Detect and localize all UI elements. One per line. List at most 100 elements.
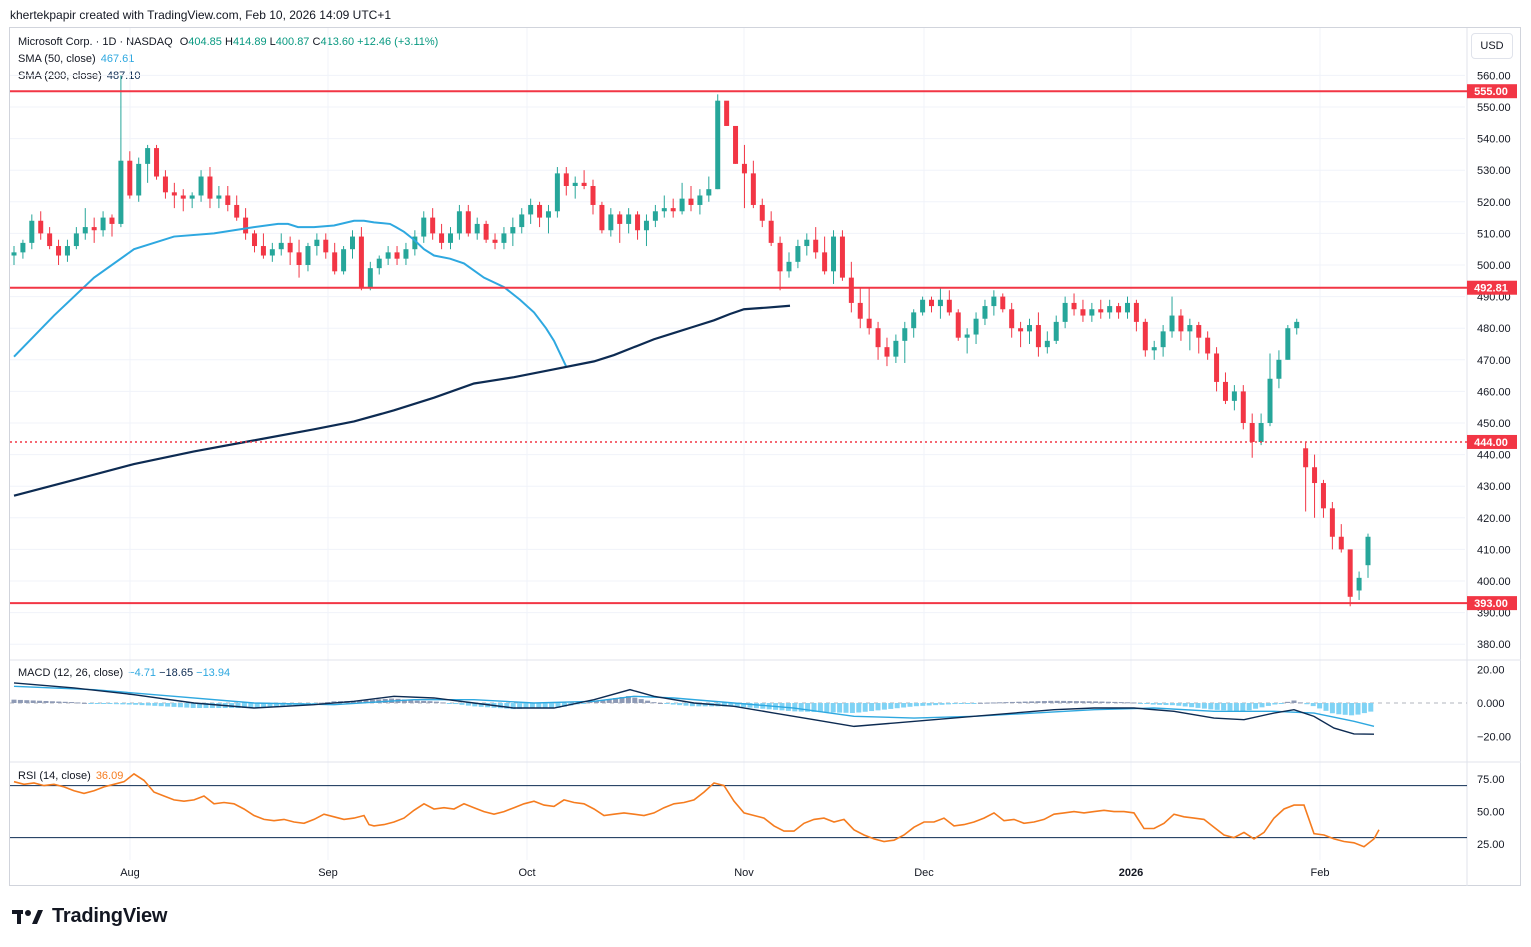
macd-histogram-bar — [165, 703, 171, 707]
candle-body — [47, 233, 53, 247]
sma200-value: 487.10 — [106, 70, 141, 82]
price-tick-label: 530.00 — [1477, 165, 1511, 177]
macd-histogram-bar — [510, 703, 516, 710]
macd-histogram-bar — [1253, 703, 1259, 709]
level-label-bg — [1467, 596, 1517, 611]
macd-histogram-bar — [587, 702, 593, 704]
candle-body — [528, 204, 534, 215]
macd-histogram-bar — [1125, 702, 1131, 704]
candle-body — [875, 328, 881, 348]
sma200-legend: SMA (200, close) 487.10 — [18, 70, 140, 82]
macd-tick-label: 20.00 — [1477, 665, 1505, 677]
macd-label: MACD (12, 26, close) — [18, 667, 124, 679]
candle-body — [920, 299, 926, 313]
macd-histogram-bar — [254, 703, 260, 708]
macd-histogram-bar — [529, 703, 535, 709]
macd-histogram-bar — [536, 703, 542, 709]
candle-body — [1222, 381, 1228, 401]
price-tick-label: 520.00 — [1477, 197, 1511, 209]
macd-histogram-bar — [1329, 703, 1335, 714]
macd-histogram-bar — [1189, 703, 1195, 708]
candle-body — [581, 182, 587, 186]
macd-histogram-bar — [824, 703, 830, 713]
macd-histogram-bar — [267, 703, 273, 707]
candle-body — [1303, 448, 1309, 468]
candle-body — [447, 233, 453, 243]
macd-histogram-bar — [318, 702, 324, 704]
macd-histogram-bar — [1317, 703, 1323, 709]
macd-histogram-bar — [523, 703, 529, 709]
macd-histogram-bar — [1157, 703, 1163, 705]
macd-histogram-bar — [837, 703, 843, 713]
candle-body — [866, 318, 872, 329]
candle-body — [1124, 302, 1130, 313]
macd-histogram-bar — [1035, 701, 1041, 703]
candle-body — [813, 239, 819, 253]
time-tick-label: Feb — [1311, 867, 1330, 879]
candle-body — [1035, 325, 1041, 348]
macd-histogram-bar — [849, 703, 855, 713]
macd-histogram-bar — [561, 703, 567, 707]
candle-body — [180, 195, 186, 199]
candle-body — [20, 242, 26, 253]
level-label: 393.00 — [1474, 598, 1508, 610]
low-label: L — [269, 36, 276, 48]
macd-histogram-bar — [312, 703, 318, 704]
price-tick-label: 560.00 — [1477, 70, 1511, 82]
candle-body — [118, 160, 124, 224]
candle-body — [652, 211, 658, 221]
macd-histogram-bar — [478, 703, 484, 707]
macd-histogram-bar — [741, 703, 747, 708]
tradingview-logo-icon — [12, 909, 43, 924]
macd-histogram-bar — [1016, 701, 1022, 703]
macd-histogram-bar — [1265, 703, 1271, 706]
candle-body — [1347, 549, 1353, 597]
candle-body — [1240, 391, 1246, 423]
macd-value-2: −18.65 — [159, 667, 194, 679]
time-tick-label: Nov — [734, 867, 754, 879]
macd-histogram-bar — [1285, 701, 1291, 703]
candle-body — [510, 227, 516, 234]
macd-histogram-bar — [645, 700, 651, 703]
candle-body — [154, 148, 160, 177]
candle-body — [706, 189, 712, 196]
macd-line — [13, 682, 1375, 735]
macd-histogram-bar — [113, 703, 119, 705]
candle-body — [225, 195, 231, 205]
candle-body — [1276, 359, 1282, 379]
macd-histogram-bar — [408, 700, 414, 703]
candle-body — [64, 246, 70, 256]
macd-histogram-bar — [241, 703, 247, 709]
candle-body — [350, 236, 355, 250]
macd-histogram-bar — [433, 701, 439, 703]
macd-histogram-bar — [1214, 703, 1220, 710]
tradingview-logo: TradingView — [12, 905, 167, 928]
candle-body — [162, 176, 168, 193]
level-label: 492.81 — [1474, 283, 1508, 295]
macd-histogram-bar — [81, 702, 87, 704]
sma50-legend: SMA (50, close) 467.61 — [18, 53, 134, 65]
currency-button[interactable]: USD — [1471, 33, 1513, 59]
candle-body — [902, 328, 908, 341]
macd-histogram-bar — [1144, 703, 1150, 704]
macd-histogram-bar — [997, 702, 1003, 704]
candle-body — [937, 299, 943, 307]
candle-body — [243, 217, 249, 234]
candle-body — [73, 233, 79, 247]
macd-histogram-bar — [1022, 701, 1028, 703]
macd-histogram-bar — [49, 701, 55, 703]
macd-histogram-bar — [1105, 701, 1111, 703]
macd-histogram-bar — [248, 703, 254, 709]
candle-body — [670, 208, 676, 212]
candle-body — [1080, 309, 1086, 316]
macd-histogram-bar — [747, 703, 753, 708]
macd-histogram-bar — [414, 700, 420, 703]
macd-histogram-bar — [369, 699, 375, 703]
candle-body — [1018, 328, 1024, 332]
macd-histogram-bar — [1278, 703, 1284, 704]
candle-body — [724, 100, 730, 126]
macd-histogram-bar — [702, 703, 708, 707]
macd-histogram-bar — [1240, 703, 1246, 712]
macd-histogram-bar — [158, 703, 164, 707]
